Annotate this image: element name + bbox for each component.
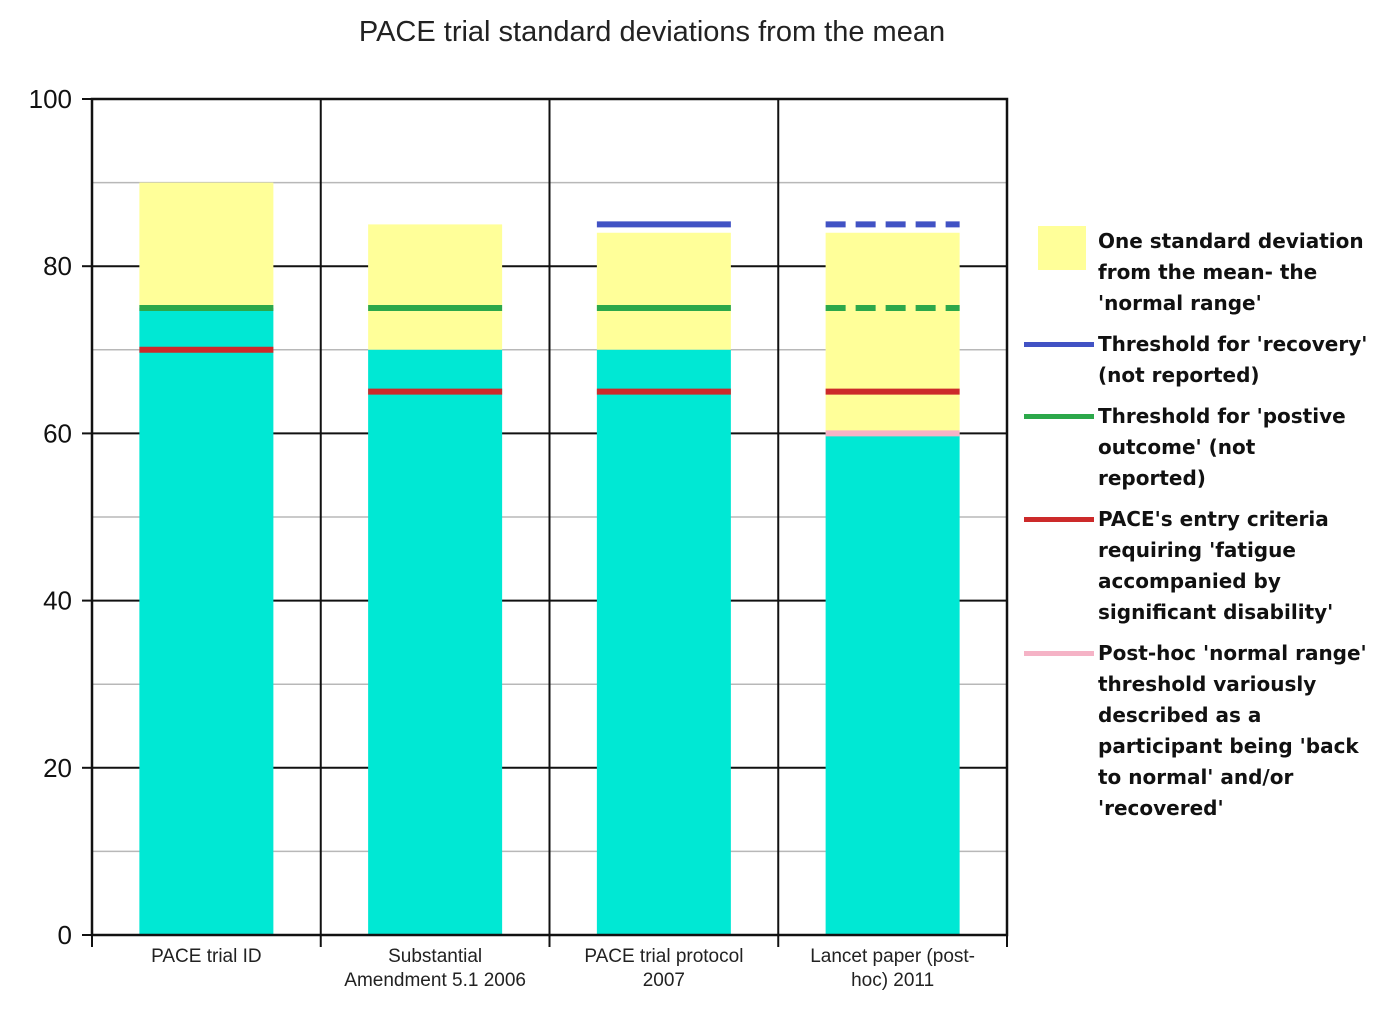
bar-sd-segment (368, 224, 503, 350)
legend-swatch (1024, 517, 1094, 522)
bar-sd-segment (825, 232, 960, 434)
legend-text: Post-hoc 'normal range' threshold variou… (1098, 641, 1367, 820)
frame-layer (90, 97, 1009, 947)
chart-title: PACE trial standard deviations from the … (358, 16, 946, 48)
bar-mean-segment (139, 308, 274, 935)
legend-swatch (1024, 414, 1094, 419)
legend-item: Threshold for 'postive outcome' (not rep… (1020, 401, 1370, 494)
legend-item: PACE's entry criteria requiring 'fatigue… (1020, 504, 1370, 628)
legend-text: Threshold for 'postive outcome' (not rep… (1098, 404, 1346, 490)
x-tick-label: PACE trial ID (151, 946, 262, 967)
x-tick-label: Lancet paper (post-hoc) 2011 (810, 946, 975, 991)
threshold-layer (139, 221, 960, 437)
x-tick-label: Substantial Amendment 5.1 2006 (344, 946, 526, 991)
label-layer: 0 20 40 60 80 100 PACE trial ID Substantial Amen… (29, 84, 975, 991)
legend-text: Threshold for 'recovery' (not reported) (1098, 332, 1368, 387)
y-tick-label: 20 (43, 753, 72, 783)
legend-swatch (1038, 226, 1086, 270)
legend-swatch (1024, 342, 1094, 347)
y-tick-label: 0 (58, 920, 72, 950)
bar-sd-segment (139, 182, 274, 308)
legend-item: Post-hoc 'normal range' threshold variou… (1020, 638, 1370, 824)
legend: One standard deviation from the mean- th… (1020, 226, 1370, 834)
bar-mean-segment (596, 349, 731, 935)
y-tick-label: 80 (43, 251, 72, 281)
bar-layer (139, 182, 960, 935)
y-tick-label: 40 (43, 586, 72, 616)
legend-item: One standard deviation from the mean- th… (1020, 226, 1370, 319)
legend-swatch (1024, 651, 1094, 656)
y-tick-label: 60 (43, 418, 72, 448)
legend-text: PACE's entry criteria requiring 'fatigue… (1098, 507, 1334, 624)
bar-mean-segment (368, 349, 503, 935)
bar-mean-segment (825, 433, 960, 935)
x-tick-label: PACE trial protocol 2007 (584, 946, 743, 991)
bar-sd-segment (596, 232, 731, 350)
y-tick-label: 100 (29, 84, 72, 114)
legend-item: Threshold for 'recovery' (not reported) (1020, 329, 1370, 391)
legend-text: One standard deviation from the mean- th… (1098, 229, 1364, 315)
